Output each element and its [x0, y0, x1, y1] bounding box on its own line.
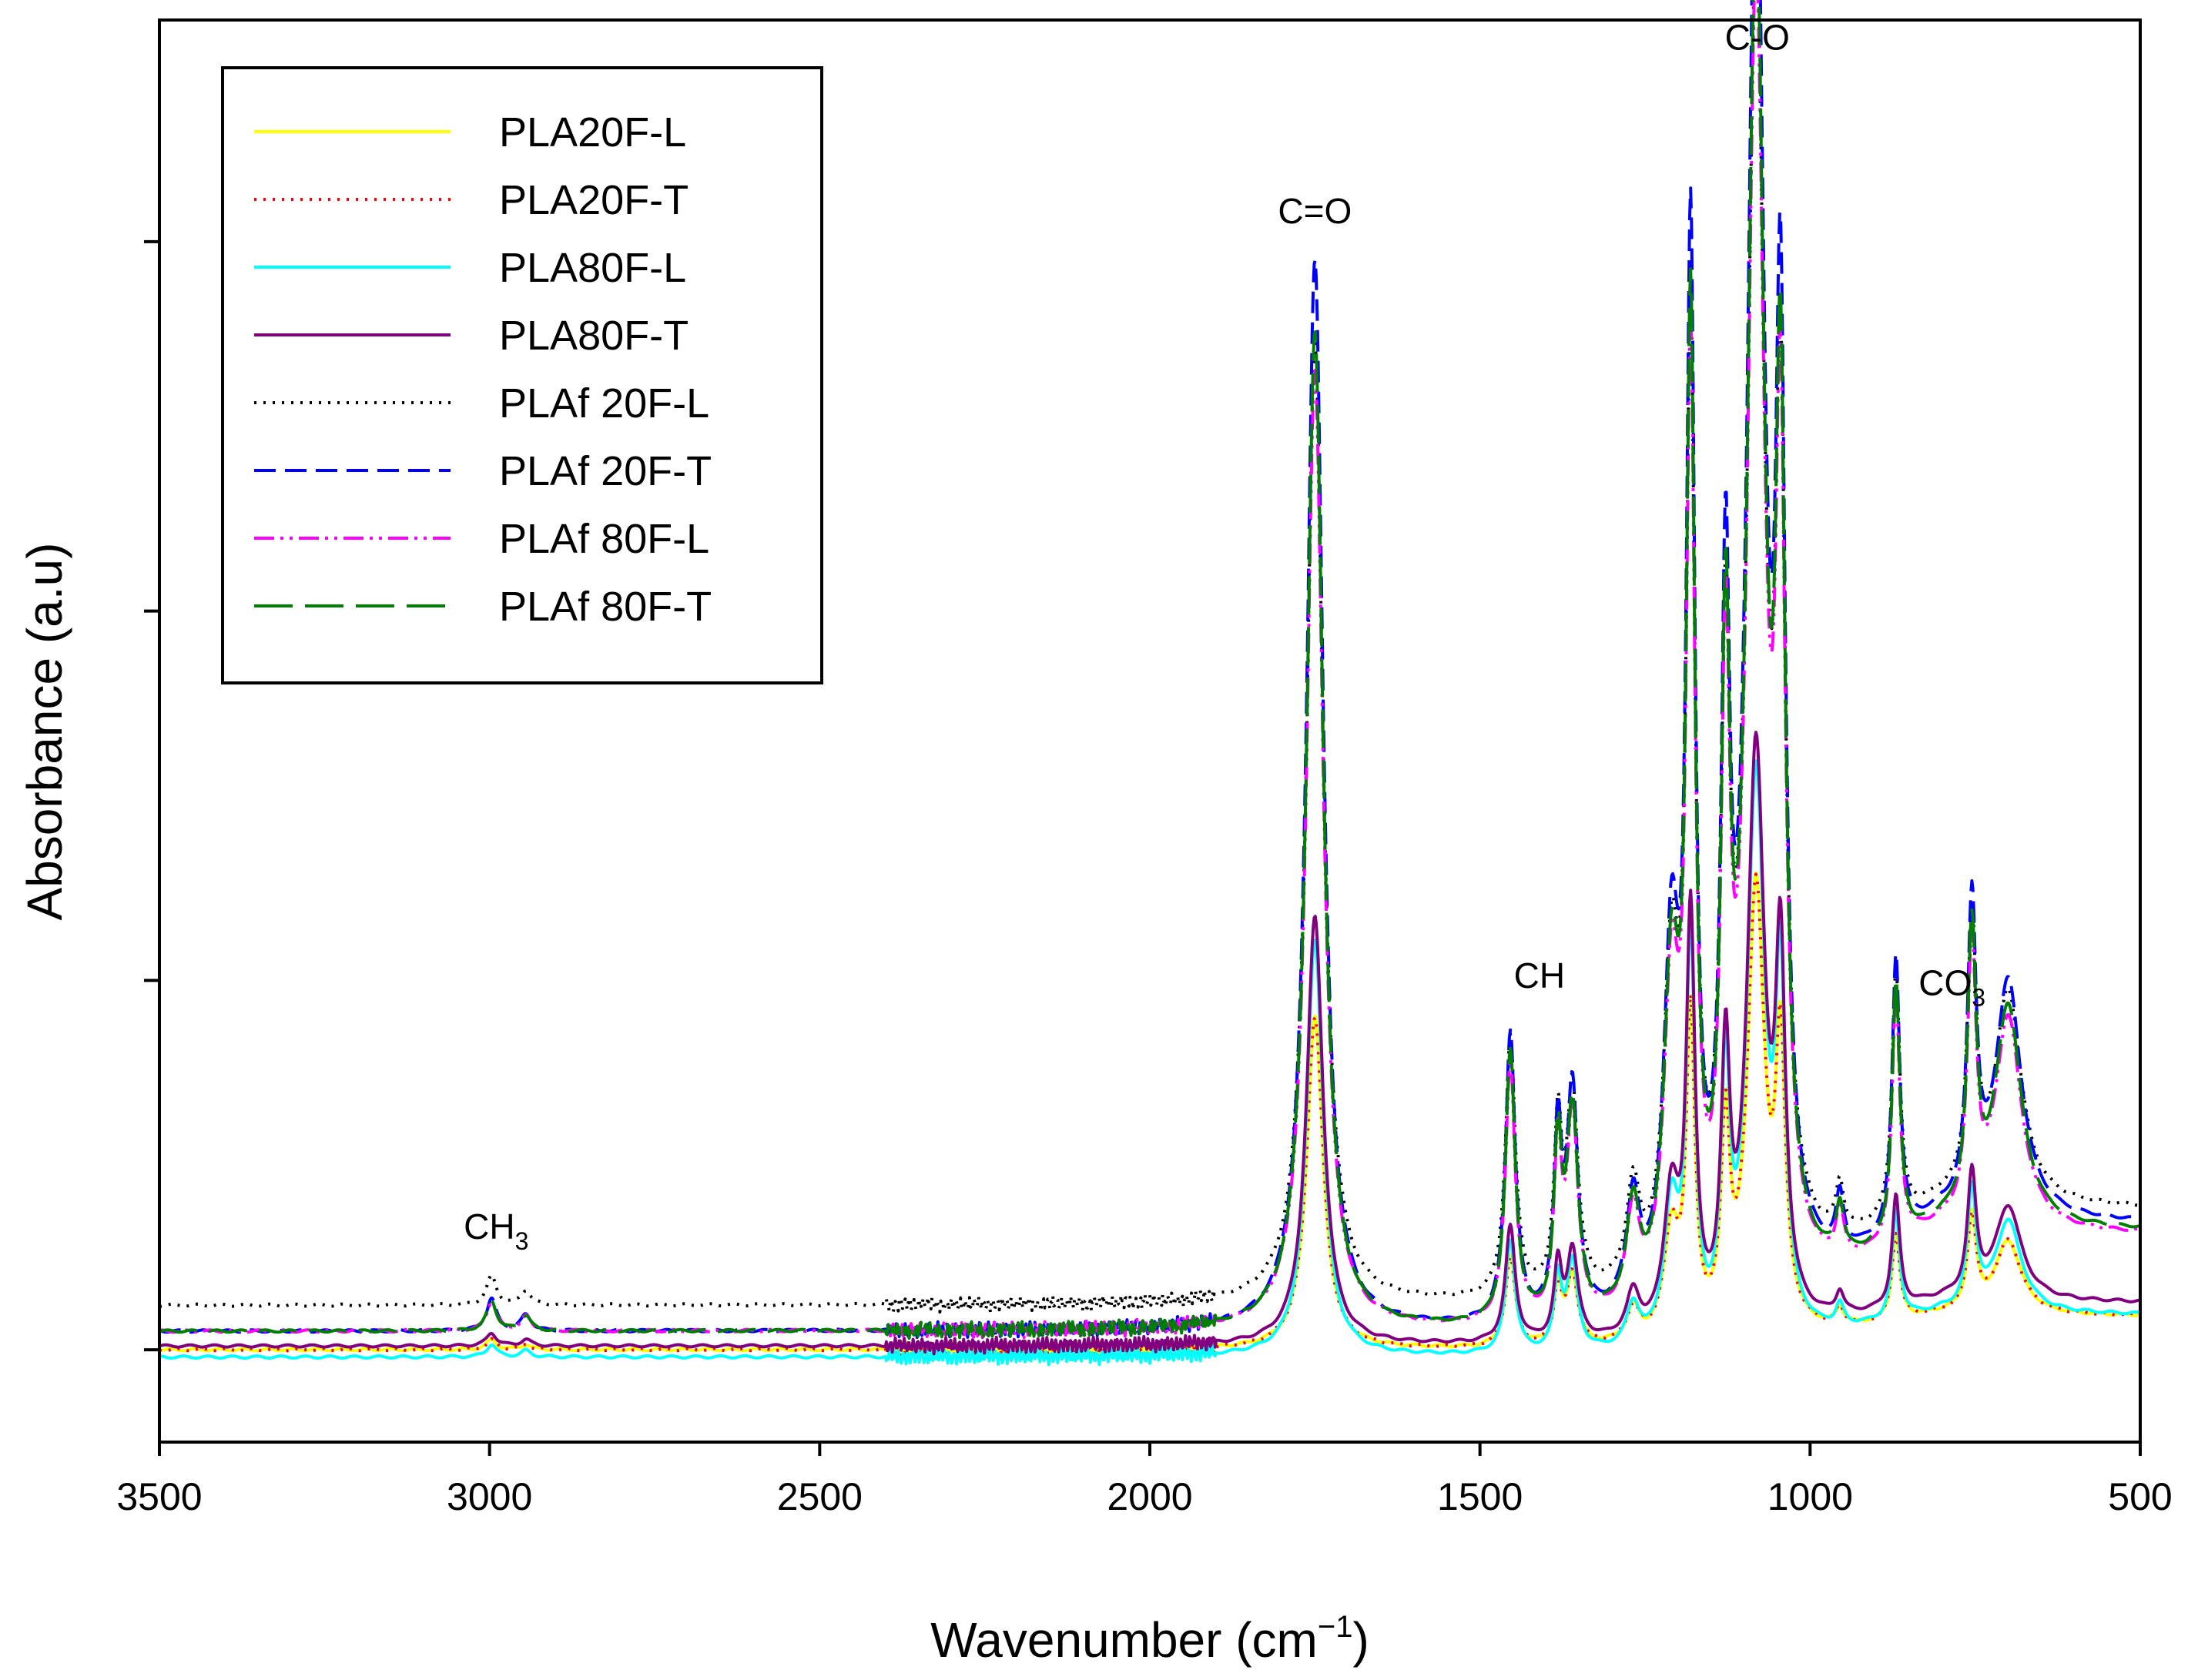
x-axis-title: Wavenumber (cm−1)	[930, 1610, 1369, 1668]
x-tick-label: 1000	[1767, 1475, 1853, 1518]
x-tick-label: 3000	[447, 1475, 532, 1518]
x-tick-label: 500	[2108, 1475, 2172, 1518]
legend-label: PLA80F-T	[499, 313, 689, 359]
legend-label: PLAf 20F-L	[499, 380, 709, 427]
series-line	[159, 872, 2141, 1359]
series-line	[159, 731, 2141, 1356]
legend-label: PLA20F-T	[499, 177, 689, 223]
x-tick-label: 2000	[1107, 1475, 1192, 1518]
peak-annotation-sub: 3	[1972, 984, 1985, 1012]
legend-label: PLAf 80F-L	[499, 516, 709, 562]
x-tick-label: 2500	[777, 1475, 863, 1518]
peak-annotation: CH3	[464, 1206, 528, 1255]
x-tick-label: 1500	[1437, 1475, 1523, 1518]
series-line	[159, 759, 2141, 1367]
peak-annotation: C-O	[1725, 17, 1790, 57]
x-axis-title-main: Wavenumber (cm	[930, 1612, 1318, 1668]
peak-annotation-text: CH	[464, 1206, 514, 1247]
series-line	[159, 0, 2141, 1340]
axis-layer: 3500 3000 2500 2000 1500 1000 500	[116, 239, 2173, 1518]
legend-label: PLA80F-L	[499, 245, 686, 291]
x-tick-label: 3500	[116, 1475, 202, 1518]
legend-box	[221, 66, 823, 684]
peak-annotation-text: C=O	[1278, 191, 1352, 231]
peak-annotation-text: CO	[1918, 963, 1972, 1003]
peak-annotation-text: C-O	[1725, 17, 1790, 57]
legend-label: PLAf 20F-T	[499, 448, 712, 494]
legend-label: PLAf 80F-T	[499, 584, 712, 630]
peak-annotation: CH	[1514, 955, 1565, 996]
series-layer	[159, 0, 2141, 1367]
x-axis-title-sup: −1	[1318, 1610, 1353, 1644]
legend: PLA20F-L PLA20F-T PLA80F-L PLA80F-T PLAf 20F…	[221, 66, 823, 684]
legend-label: PLA20F-L	[499, 109, 686, 156]
peak-annotation: CO3	[1918, 963, 1985, 1012]
peak-annotation-text: CH	[1514, 955, 1565, 996]
series-line	[159, 871, 2141, 1359]
x-axis-title-suffix: )	[1352, 1612, 1369, 1668]
peak-annotation: C=O	[1278, 191, 1352, 231]
series-line	[159, 0, 2141, 1314]
y-axis-title: Absorbance (a.u)	[17, 543, 72, 921]
peak-annotation-sub: 3	[515, 1227, 529, 1255]
